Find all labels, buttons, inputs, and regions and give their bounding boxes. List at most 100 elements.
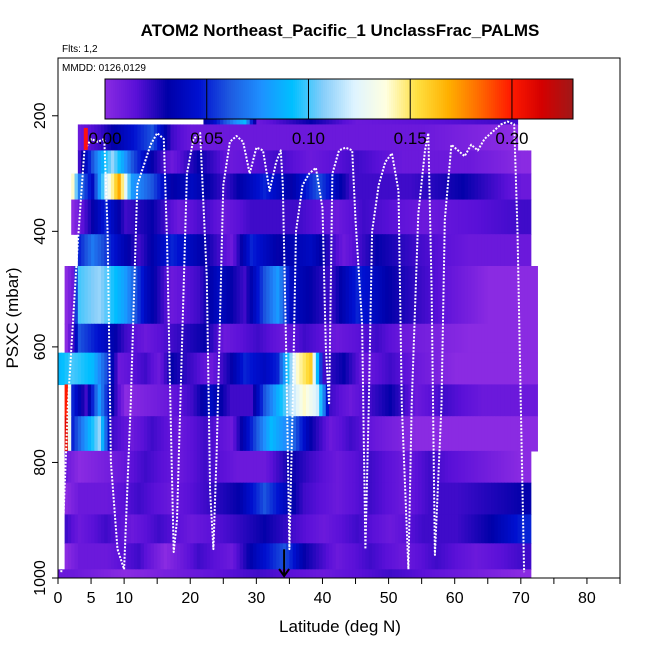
heatmap-cell (444, 150, 449, 175)
heatmap-cell (107, 124, 112, 152)
heatmap-cell (163, 352, 168, 386)
heatmap-cell (494, 323, 499, 354)
heatmap-cell (223, 352, 228, 386)
heatmap-cell (464, 150, 469, 175)
heatmap-cell (411, 234, 416, 267)
heatmap-cell (441, 352, 446, 386)
heatmap-cell (454, 514, 459, 544)
heatmap-cell (302, 384, 307, 417)
heatmap-cell (487, 450, 492, 484)
heatmap-cell (147, 543, 152, 570)
heatmap-cell (286, 173, 291, 201)
colorbar-strip (339, 79, 342, 119)
heatmap-cell (362, 199, 367, 235)
heatmap-cell (464, 569, 469, 578)
heatmap-cell (259, 514, 264, 544)
colorbar-strip (105, 79, 108, 119)
colorbar-strip (385, 79, 388, 119)
heatmap-cell (448, 323, 452, 354)
heatmap-cell (203, 173, 208, 201)
colorbar-strip (271, 79, 274, 119)
heatmap-cell (269, 266, 274, 325)
heatmap-cell (398, 173, 403, 201)
heatmap-cell (352, 384, 357, 417)
heatmap-cell (491, 482, 495, 516)
colorbar-strip (311, 79, 314, 119)
colorbar-strip (413, 79, 416, 119)
heatmap-cell (448, 450, 452, 484)
colorbar-strip (175, 79, 178, 119)
heatmap-cell (421, 416, 426, 452)
heatmap-cell (391, 173, 396, 201)
heatmap-cell (167, 384, 171, 417)
heatmap-cell (226, 173, 231, 201)
heatmap-cell (398, 199, 403, 235)
heatmap-cell (206, 482, 211, 516)
heatmap-cell (494, 124, 499, 152)
colorbar-strip (289, 79, 292, 119)
heatmap-cell (358, 543, 363, 570)
colorbar-strip (225, 79, 228, 119)
heatmap-cell (428, 352, 433, 386)
colorbar-strip (227, 79, 230, 119)
heatmap-cell (64, 569, 69, 578)
heatmap-cell (140, 323, 145, 354)
heatmap-cell (216, 482, 221, 516)
heatmap-cell (104, 124, 109, 152)
heatmap-cell (514, 323, 519, 354)
colorbar-strip (489, 79, 492, 119)
heatmap-cell (147, 124, 152, 152)
heatmap-cell (355, 416, 360, 452)
heatmap-cell (434, 266, 439, 325)
colorbar-strip (503, 79, 506, 119)
heatmap-cell (434, 384, 439, 417)
heatmap-cell (180, 124, 185, 152)
heatmap-cell (441, 150, 446, 175)
heatmap-cell (477, 234, 482, 267)
heatmap-cell (246, 323, 251, 354)
colorbar-strip (393, 79, 396, 119)
heatmap-cell (134, 482, 138, 516)
heatmap-cell (500, 482, 505, 516)
heatmap-cell (448, 569, 452, 578)
heatmap-cell (296, 323, 300, 354)
heatmap-cell (292, 450, 297, 484)
heatmap-cell (309, 384, 314, 417)
heatmap-cell (305, 352, 310, 386)
heatmap-cell (408, 514, 413, 544)
heatmap-cell (84, 234, 89, 267)
heatmap-cell (467, 569, 472, 578)
heatmap-cell (124, 384, 129, 417)
heatmap-cell (441, 482, 446, 516)
heatmap-cell (120, 173, 125, 201)
heatmap-cell (272, 323, 277, 354)
heatmap-cell (262, 199, 267, 235)
heatmap-cell (216, 384, 221, 417)
colorbar-strip (359, 79, 362, 119)
heatmap-cell (157, 569, 162, 578)
colorbar-strip (493, 79, 496, 119)
colorbar-strip (273, 79, 276, 119)
heatmap-cell (381, 124, 386, 152)
heatmap-cell (226, 234, 231, 267)
heatmap-cell (345, 384, 350, 417)
heatmap-cell (282, 323, 287, 354)
heatmap-cell (206, 352, 211, 386)
heatmap-cell (514, 514, 519, 544)
heatmap-cell (210, 384, 214, 417)
heatmap-cell (206, 323, 211, 354)
heatmap-cell (177, 199, 181, 235)
heatmap-cell (124, 150, 129, 175)
heatmap-cell (375, 352, 380, 386)
colorbar-strip (387, 79, 390, 119)
heatmap-cell (418, 323, 423, 354)
heatmap-cell (405, 266, 410, 325)
heatmap-cell (117, 150, 122, 175)
heatmap-cell (484, 234, 489, 267)
heatmap-cell (177, 384, 181, 417)
heatmap-cell (381, 384, 386, 417)
heatmap-cell (368, 543, 373, 570)
heatmap-cell (193, 416, 198, 452)
heatmap-cell (239, 199, 244, 235)
